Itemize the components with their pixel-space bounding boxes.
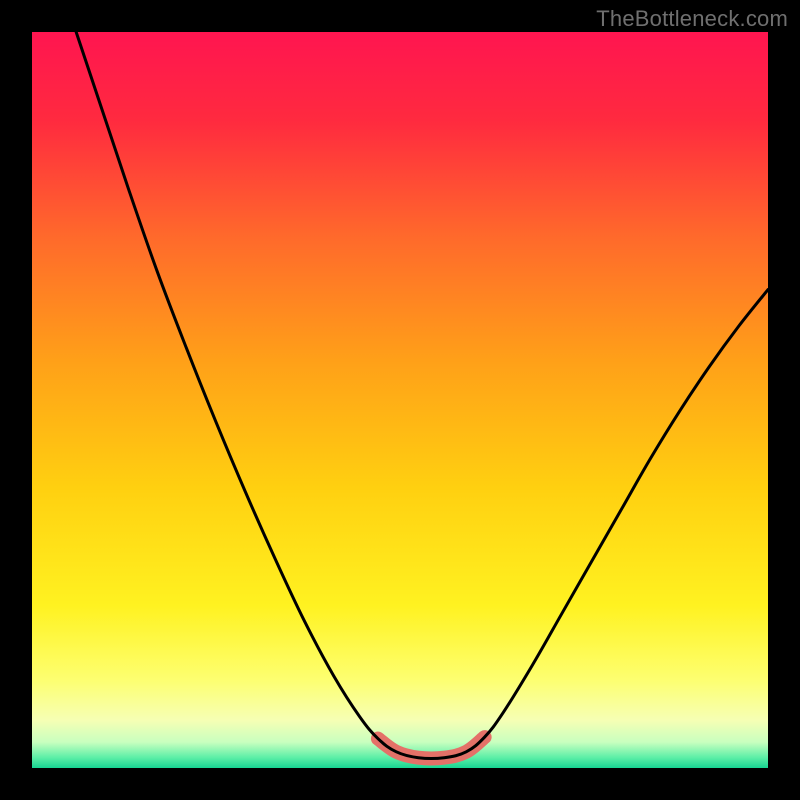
watermark-text: TheBottleneck.com: [596, 6, 788, 32]
curve-layer: [32, 32, 768, 768]
optimal-range-highlight: [378, 737, 485, 758]
chart-frame: TheBottleneck.com: [0, 0, 800, 800]
bottleneck-curve: [76, 32, 768, 758]
plot-area: [32, 32, 768, 768]
